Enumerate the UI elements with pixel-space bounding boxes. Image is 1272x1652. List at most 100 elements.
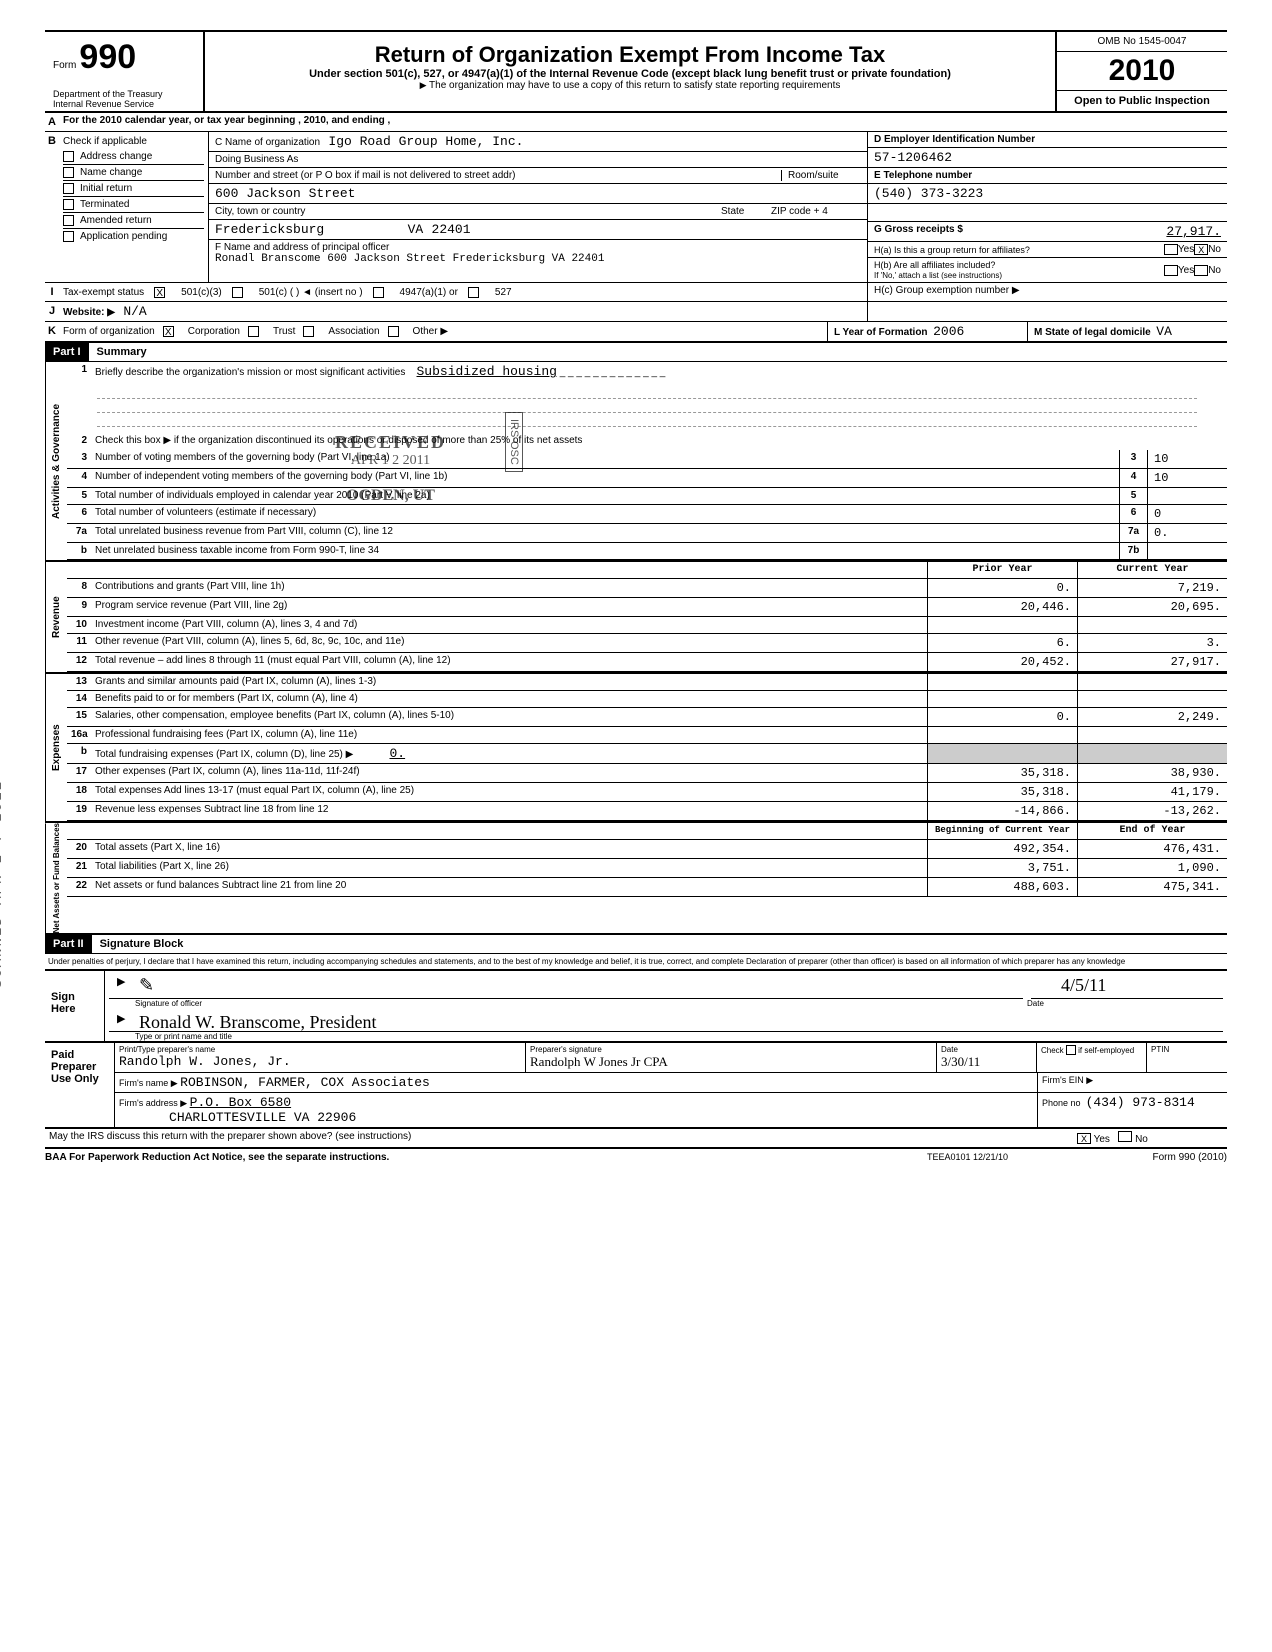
gross-value: 27,917.: [963, 224, 1221, 239]
row-j-letter: J: [45, 302, 59, 321]
state: VA: [408, 222, 424, 237]
corp-checkbox[interactable]: X: [163, 326, 174, 337]
firm-ein-label: Firm's EIN ▶: [1037, 1073, 1227, 1092]
check-applicable-label: Check if applicable: [63, 134, 204, 149]
header-center: Return of Organization Exempt From Incom…: [205, 32, 1057, 111]
printed-name: Ronald W. Branscome, President: [139, 1012, 376, 1032]
firm-name: ROBINSON, FARMER, COX Associates: [180, 1075, 430, 1090]
cb-label: Amended return: [80, 215, 152, 226]
mission: Subsidized housing: [417, 364, 557, 379]
opt-other: Other ▶: [413, 326, 448, 337]
phone-value: (540) 373-3223: [874, 186, 983, 201]
cb-label: Initial return: [80, 183, 132, 194]
cb-label: Application pending: [80, 231, 167, 242]
opt-assoc: Association: [328, 326, 379, 337]
ptin-label: PTIN: [1147, 1043, 1227, 1072]
phone-label: E Telephone number: [868, 168, 1227, 184]
officer-name: Ronadl Branscome 600 Jackson Street Fred…: [215, 253, 604, 265]
part2-header: Part II: [45, 935, 92, 953]
firm-addr1: P.O. Box 6580: [190, 1095, 291, 1110]
self-employed-checkbox[interactable]: [1066, 1045, 1076, 1055]
name-label: C Name of organization: [215, 137, 320, 148]
irs-osc-stamp: IRS-OSC: [505, 412, 523, 472]
line-a-text: For the 2010 calendar year, or tax year …: [59, 113, 1227, 131]
row-b-letter: B: [45, 132, 59, 282]
discuss-no-checkbox[interactable]: [1118, 1131, 1132, 1142]
527-checkbox[interactable]: [468, 287, 479, 298]
revenue-label: Revenue: [45, 562, 67, 672]
state-label: State: [721, 206, 771, 217]
part1-title: Summary: [89, 343, 1227, 361]
state-domicile-label: M State of legal domicile: [1034, 327, 1151, 338]
tax-year: 2010: [1057, 52, 1227, 91]
city-label: City, town or country: [215, 206, 721, 217]
prep-phone-label: Phone no: [1042, 1098, 1081, 1108]
open-public: Open to Public Inspection: [1057, 91, 1227, 111]
prior-year-header: Prior Year: [927, 562, 1077, 578]
discuss-text: May the IRS discuss this return with the…: [45, 1131, 1077, 1145]
part2-title: Signature Block: [92, 935, 1227, 953]
gross-label: G Gross receipts $: [874, 224, 963, 239]
scanned-stamp: SCANNED APR 2 7 2011: [0, 780, 6, 988]
sig-date-value: 4/5/11: [1061, 975, 1106, 995]
form-title: Return of Organization Exempt From Incom…: [213, 42, 1047, 68]
prep-signature: Randolph W Jones Jr CPA: [530, 1054, 932, 1070]
hb-label: H(b) Are all affiliates included?: [874, 260, 995, 270]
expenses-label: Expenses: [45, 674, 67, 821]
footer-code: TEEA0101 12/21/10: [927, 1152, 1107, 1163]
date-label: Date: [1027, 999, 1227, 1008]
form-label: Form: [53, 60, 76, 71]
cb-label: Address change: [80, 151, 152, 162]
omb-number: OMB No 1545-0047: [1057, 32, 1227, 52]
ha-label: H(a) Is this a group return for affiliat…: [874, 245, 1164, 255]
current-year-header: Current Year: [1077, 562, 1227, 578]
opt-4947: 4947(a)(1) or: [400, 287, 458, 298]
opt-501c3: 501(c)(3): [181, 287, 222, 298]
dba-label: Doing Business As: [209, 152, 867, 168]
printed-label: Type or print name and title: [105, 1032, 1227, 1041]
year-formation-label: L Year of Formation: [834, 327, 928, 338]
ha-no-checkbox[interactable]: X: [1194, 244, 1208, 255]
assoc-checkbox[interactable]: [303, 326, 314, 337]
row-i-letter: I: [45, 283, 59, 301]
tax-exempt-label: Tax-exempt status: [63, 287, 144, 298]
hb-yes-checkbox[interactable]: [1164, 265, 1178, 276]
hb-no-checkbox[interactable]: [1194, 265, 1208, 276]
end-year-header: End of Year: [1077, 823, 1227, 839]
state-domicile: VA: [1156, 324, 1172, 339]
501c3-checkbox[interactable]: X: [154, 287, 165, 298]
header-left: Form 990 Department of the TreasuryInter…: [45, 32, 205, 111]
application-pending-checkbox[interactable]: [63, 231, 74, 242]
4947-checkbox[interactable]: [373, 287, 384, 298]
addr-label: Number and street (or P O box if mail is…: [215, 170, 781, 181]
prep-date-label: Date: [941, 1045, 1032, 1054]
501c-checkbox[interactable]: [232, 287, 243, 298]
year-formation: 2006: [933, 324, 964, 339]
address-change-checkbox[interactable]: [63, 151, 74, 162]
ein-value: 57-1206462: [874, 150, 952, 165]
ha-yes-checkbox[interactable]: [1164, 244, 1178, 255]
other-checkbox[interactable]: [388, 326, 399, 337]
line1-text: Briefly describe the organization's miss…: [95, 367, 405, 378]
website-label: Website: ▶: [63, 307, 115, 318]
form-org-label: Form of organization: [63, 326, 155, 337]
cb-label: Terminated: [80, 199, 129, 210]
amended-return-checkbox[interactable]: [63, 215, 74, 226]
initial-return-checkbox[interactable]: [63, 183, 74, 194]
trust-checkbox[interactable]: [248, 326, 259, 337]
street-address: 600 Jackson Street: [215, 186, 355, 201]
yes-label: Yes: [1094, 1134, 1110, 1145]
begin-year-header: Beginning of Current Year: [927, 823, 1077, 839]
org-name: Igo Road Group Home, Inc.: [328, 134, 523, 149]
firm-addr-label: Firm's address ▶: [119, 1098, 187, 1108]
part1-header: Part I: [45, 343, 89, 361]
no-label: No: [1135, 1134, 1148, 1145]
discuss-yes-checkbox[interactable]: X: [1077, 1133, 1091, 1144]
name-change-checkbox[interactable]: [63, 167, 74, 178]
terminated-checkbox[interactable]: [63, 199, 74, 210]
website-value: N/A: [123, 304, 146, 319]
row-k-letter: K: [45, 322, 59, 341]
form-subtitle: Under section 501(c), 527, or 4947(a)(1)…: [213, 68, 1047, 80]
officer-label: F Name and address of principal officer: [215, 242, 389, 253]
opt-corp: Corporation: [188, 326, 240, 337]
